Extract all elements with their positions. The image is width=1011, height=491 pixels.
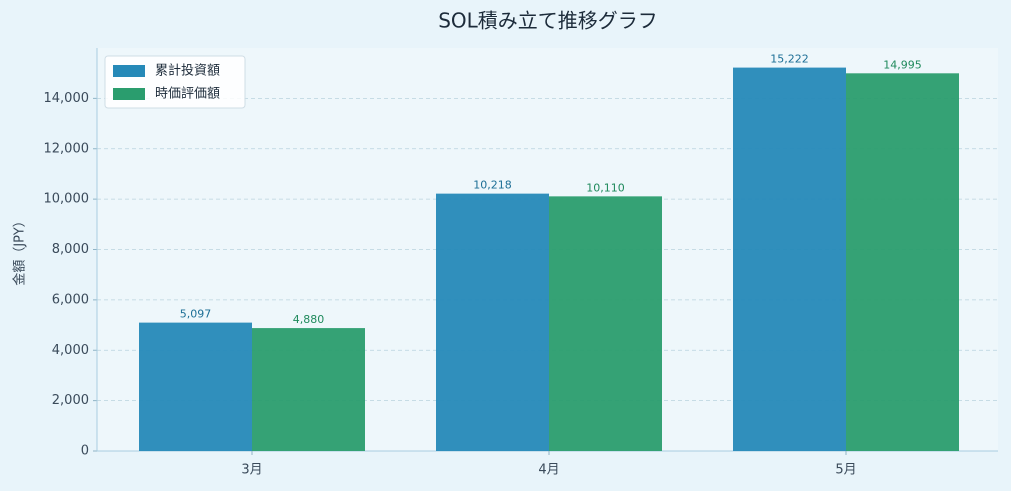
x-tick-label: 5月 [835,463,856,478]
legend-swatch [113,88,145,100]
value-label: 10,110 [586,181,625,194]
bar [733,67,846,451]
y-axis-label: 金額（JPY） [12,214,28,285]
value-label: 10,218 [473,179,512,192]
value-label: 15,222 [770,53,809,66]
y-tick-label: 10,000 [44,192,90,207]
value-label: 14,995 [883,58,922,71]
legend-label: 累計投資額 [155,63,220,79]
value-label: 5,097 [180,308,212,321]
y-tick-label: 0 [81,444,89,459]
bar [139,322,252,451]
x-tick-label: 4月 [538,463,559,478]
y-tick-label: 14,000 [44,91,90,106]
chart-title: SOL積み立て推移グラフ [438,9,658,33]
y-tick-label: 12,000 [44,141,90,156]
x-tick-label: 3月 [241,463,262,478]
y-tick-label: 8,000 [52,242,89,257]
legend-label: 時価評価額 [155,87,220,102]
legend-swatch [113,65,145,77]
bar [549,196,662,451]
y-tick-label: 4,000 [52,343,89,358]
bar [846,73,959,451]
bar [436,193,549,451]
y-tick-label: 2,000 [52,393,89,408]
y-tick-label: 6,000 [52,292,89,307]
bar [252,328,365,451]
value-label: 4,880 [293,313,325,326]
